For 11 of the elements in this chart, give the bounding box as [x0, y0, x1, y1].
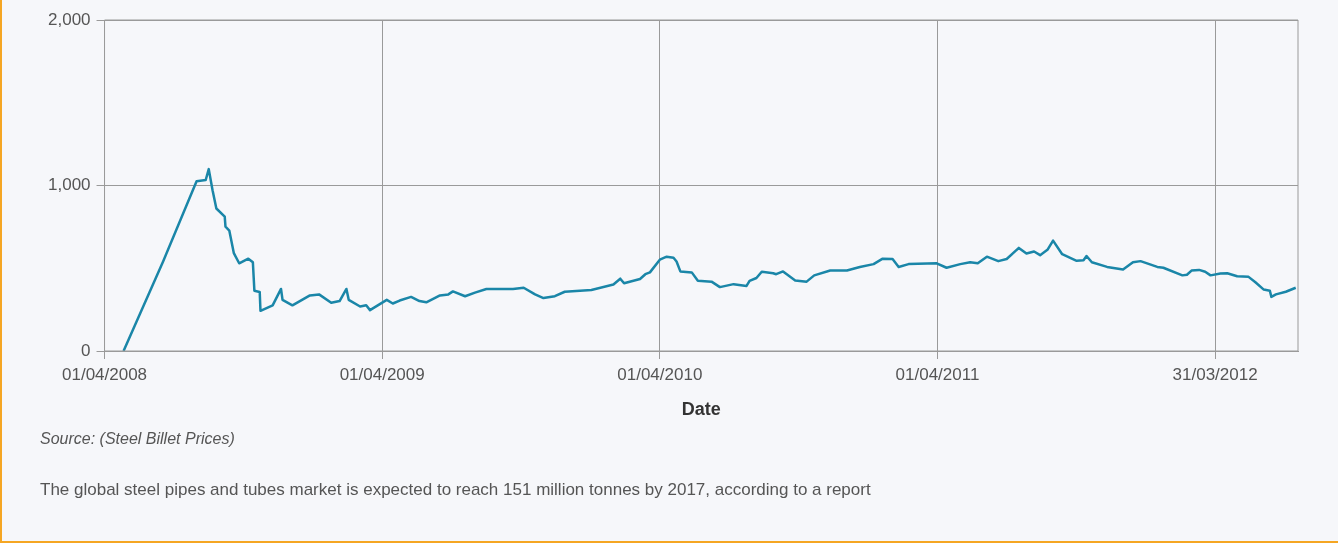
x-axis-title: Date: [681, 399, 721, 420]
y-tick-label: 1,000: [47, 175, 91, 195]
source-note: Source: (Steel Billet Prices): [40, 430, 235, 448]
x-tick-label: 01/04/2011: [895, 364, 980, 384]
x-tick-label: 31/03/2012: [1172, 364, 1258, 384]
x-tick-label: 01/04/2010: [617, 364, 703, 384]
y-tick-label: 2,000: [47, 9, 91, 29]
x-tick-label: 01/04/2009: [339, 364, 425, 384]
x-tick-label: 01/04/2008: [61, 364, 148, 384]
y-tick-label: 0: [81, 340, 91, 360]
text: The global steel pipes and tubes market is expected to reach 151 million tonnes by 2017, according to a report: [40, 480, 871, 500]
